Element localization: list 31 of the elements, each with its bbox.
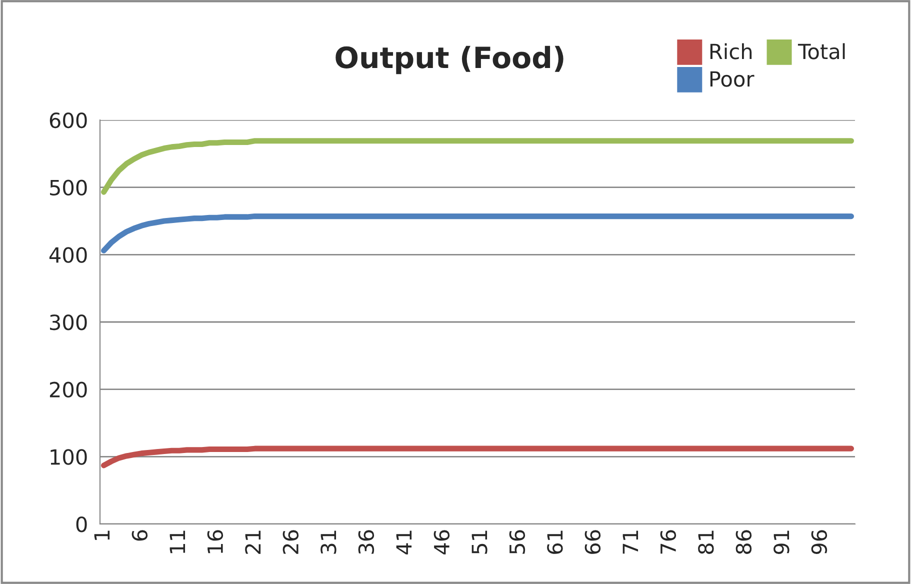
x-tick-label: 6 (132, 530, 148, 541)
x-tick-label: 21 (245, 530, 261, 554)
y-tick-label: 500 (50, 180, 87, 196)
x-tick-label: 31 (320, 530, 336, 554)
x-tick-label: 76 (660, 530, 676, 554)
x-tick-label: 66 (584, 530, 601, 554)
x-tick-label: 51 (472, 530, 488, 554)
x-tick-label: 41 (396, 530, 412, 554)
x-tick-label: 56 (509, 530, 526, 554)
y-tick-label: 0 (76, 516, 87, 532)
x-tick-label: 86 (736, 530, 752, 554)
y-tick-label: 100 (50, 449, 87, 465)
y-tick-label: 400 (49, 247, 87, 263)
x-tick-label: 71 (622, 530, 638, 554)
y-tick-label: 200 (50, 382, 87, 398)
legend-label: Total (798, 43, 845, 60)
x-tick-label: 81 (698, 530, 714, 554)
x-tick-label: 16 (207, 530, 224, 554)
x-tick-label: 11 (170, 530, 186, 554)
y-tick-label: 300 (50, 314, 87, 330)
legend-label: Poor (710, 71, 754, 87)
x-tick-label: 46 (434, 530, 450, 554)
x-tick-label: 96 (811, 530, 828, 554)
legend-label: Rich (710, 43, 752, 60)
chart-title: Output (Food) (336, 46, 564, 74)
x-tick-label: 1 (94, 530, 110, 540)
x-tick-label: 61 (547, 530, 563, 554)
x-tick-label: 26 (282, 530, 299, 554)
x-tick-label: 91 (774, 530, 790, 554)
x-tick-label: 36 (358, 530, 374, 554)
y-tick-label: 600 (50, 112, 87, 128)
